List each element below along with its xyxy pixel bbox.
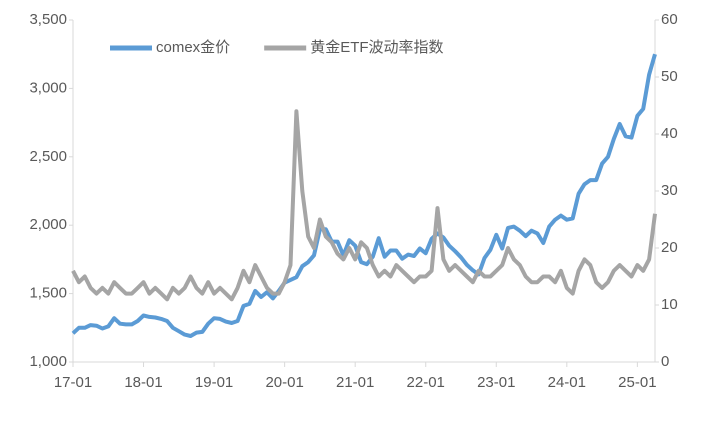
x-tick-label: 21-01	[336, 374, 374, 391]
y-tick-label: 2,500	[29, 148, 67, 165]
x-tick-label: 19-01	[195, 374, 233, 391]
x-tick-label: 24-01	[548, 374, 586, 391]
x-tick-label: 23-01	[477, 374, 515, 391]
x-tick-label: 25-01	[618, 374, 656, 391]
legend-label: 黄金ETF波动率指数	[310, 39, 443, 56]
y2-tick-label: 20	[661, 239, 678, 256]
series-line	[71, 53, 657, 338]
y2-tick-label: 30	[661, 182, 678, 199]
y2-tick-label: 60	[661, 11, 678, 28]
x-tick-label: 22-01	[407, 374, 445, 391]
y-tick-label: 3,500	[29, 11, 67, 28]
y-tick-label: 3,000	[29, 79, 67, 96]
y-tick-label: 1,500	[29, 285, 67, 302]
y-tick-label: 2,000	[29, 216, 67, 233]
y2-tick-label: 10	[661, 296, 678, 313]
y2-tick-label: 50	[661, 68, 678, 85]
y2-tick-label: 0	[661, 353, 669, 370]
legend-label: comex金价	[156, 39, 230, 56]
x-tick-label: 20-01	[265, 374, 303, 391]
y2-tick-label: 40	[661, 125, 678, 142]
series-line	[71, 109, 657, 302]
y-tick-label: 1,000	[29, 353, 67, 370]
x-tick-label: 17-01	[54, 374, 92, 391]
x-tick-label: 18-01	[124, 374, 162, 391]
